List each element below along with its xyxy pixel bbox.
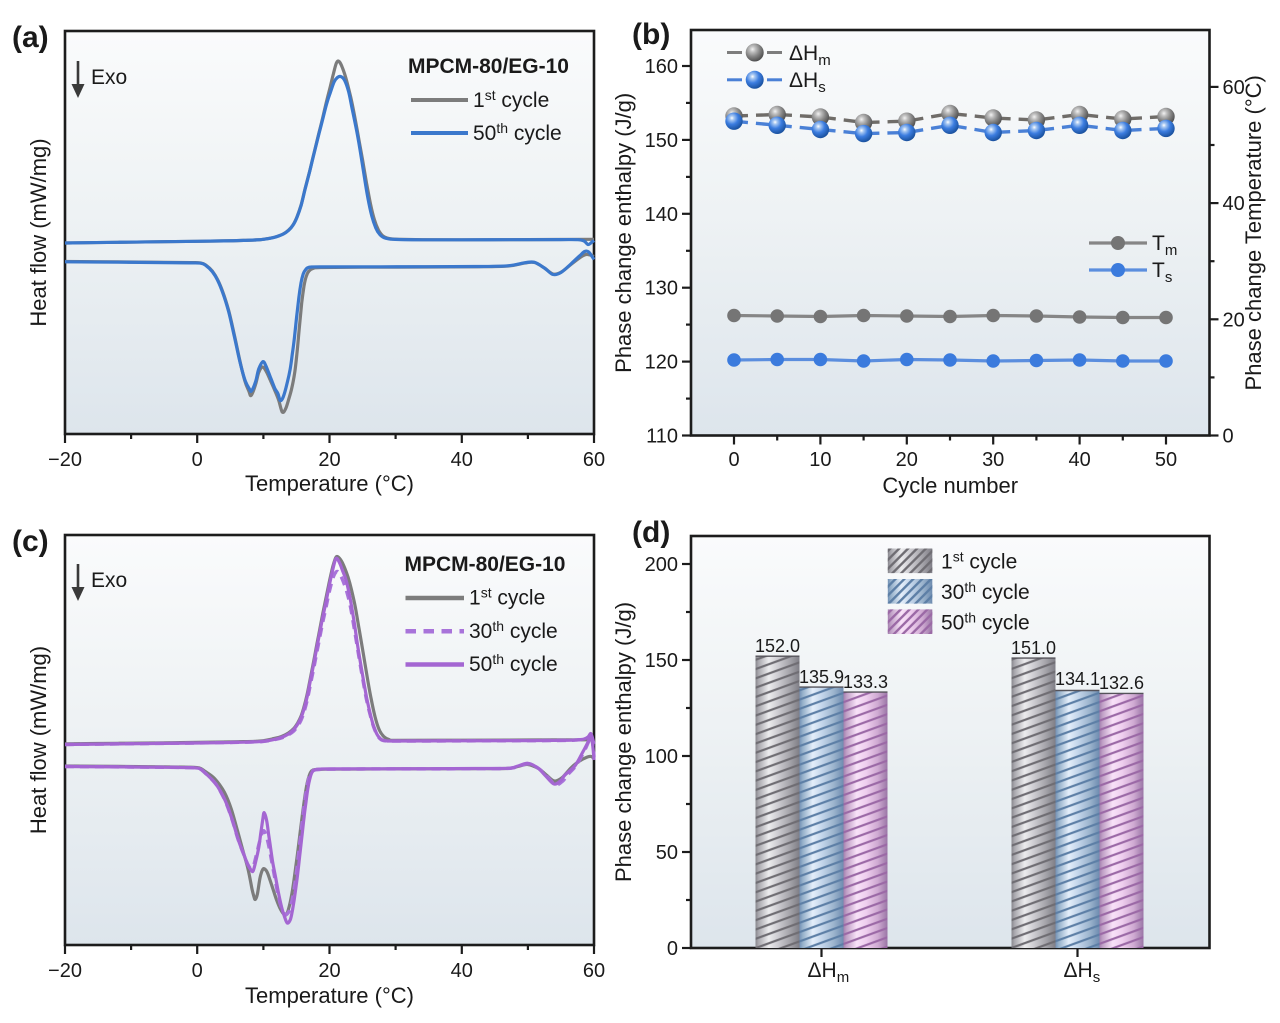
svg-text:150: 150 [645,130,678,152]
svg-text:ΔHm: ΔHm [789,42,831,69]
svg-text:Phase change enthalpy (J/g): Phase change enthalpy (J/g) [611,602,636,882]
svg-text:30th cycle: 30th cycle [941,579,1030,604]
svg-text:Exo: Exo [91,569,127,592]
svg-text:Cycle number: Cycle number [882,473,1018,498]
svg-text:133.3: 133.3 [843,672,888,692]
svg-text:50th cycle: 50th cycle [941,609,1030,634]
svg-text:152.0: 152.0 [755,636,800,656]
svg-text:30th cycle: 30th cycle [469,618,558,643]
svg-text:50th cycle: 50th cycle [473,120,562,145]
svg-text:20: 20 [896,449,918,471]
svg-text:50: 50 [1155,449,1177,471]
svg-text:132.6: 132.6 [1099,673,1144,693]
svg-text:10: 10 [809,449,831,471]
svg-text:20: 20 [318,449,340,471]
svg-text:Heat flow (mW/mg): Heat flow (mW/mg) [26,138,51,326]
svg-text:Heat flow (mW/mg): Heat flow (mW/mg) [26,646,51,834]
svg-text:50th cycle: 50th cycle [469,651,558,676]
svg-text:30: 30 [982,449,1004,471]
svg-text:MPCM-80/EG-10: MPCM-80/EG-10 [408,55,569,78]
svg-text:1st cycle: 1st cycle [469,585,545,610]
svg-text:151.0: 151.0 [1011,638,1056,658]
svg-text:134.1: 134.1 [1055,669,1100,689]
svg-text:0: 0 [192,449,203,471]
svg-text:(d): (d) [632,516,670,549]
svg-text:200: 200 [645,554,678,576]
svg-text:0: 0 [667,938,678,960]
svg-text:50: 50 [656,842,678,864]
svg-text:Phase change enthalpy (J/g): Phase change enthalpy (J/g) [611,93,636,373]
svg-text:40: 40 [451,960,473,982]
svg-text:60: 60 [583,449,605,471]
svg-text:40: 40 [1068,449,1090,471]
svg-text:0: 0 [728,449,739,471]
svg-text:0: 0 [192,960,203,982]
svg-text:140: 140 [645,204,678,226]
svg-text:40: 40 [451,449,473,471]
svg-text:135.9: 135.9 [799,667,844,687]
svg-text:MPCM-80/EG-10: MPCM-80/EG-10 [404,553,565,576]
svg-text:1st cycle: 1st cycle [941,549,1017,574]
svg-text:20: 20 [1223,309,1245,331]
svg-text:1st cycle: 1st cycle [473,87,549,112]
svg-text:40: 40 [1223,193,1245,215]
svg-text:20: 20 [318,960,340,982]
svg-text:100: 100 [645,746,678,768]
svg-text:60: 60 [583,960,605,982]
svg-text:(b): (b) [632,18,670,51]
svg-text:(a): (a) [12,21,49,54]
svg-text:−20: −20 [48,449,82,471]
svg-text:Temperature (°C): Temperature (°C) [245,471,414,496]
svg-text:150: 150 [645,650,678,672]
svg-text:0: 0 [1223,426,1234,448]
svg-text:120: 120 [645,352,678,374]
svg-text:Phase change Temperature (°C): Phase change Temperature (°C) [1241,75,1266,390]
svg-text:160: 160 [645,56,678,78]
svg-text:Temperature (°C): Temperature (°C) [245,983,414,1008]
svg-text:(c): (c) [12,525,49,558]
svg-text:60: 60 [1223,77,1245,99]
svg-text:−20: −20 [48,960,82,982]
svg-text:Exo: Exo [91,66,127,89]
svg-text:110: 110 [646,426,678,448]
svg-text:130: 130 [645,278,678,300]
